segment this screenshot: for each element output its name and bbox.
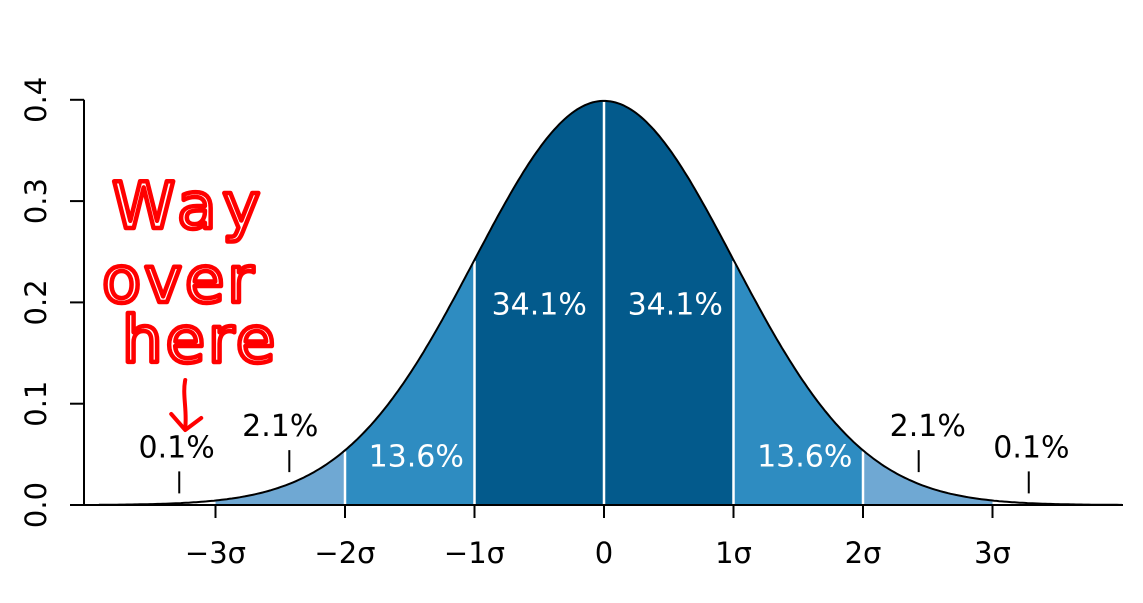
band-percent-label: 13.6% <box>757 440 852 475</box>
band-labels: 34.1% 34.1% 13.6% 13.6% 2.1% 2.1% 0.1% 0.1% <box>139 288 1069 494</box>
annotation-arrow-shaft <box>182 378 188 430</box>
annotation-line-3: here <box>122 304 278 378</box>
band-percent-label: 13.6% <box>369 440 464 475</box>
y-tick-label: 0.0 <box>19 482 53 528</box>
band-1 <box>215 450 345 505</box>
band-percent-label: 34.1% <box>492 288 587 323</box>
band-percent-label: 2.1% <box>242 409 318 444</box>
band-6 <box>863 450 993 505</box>
band-percent-label: 2.1% <box>890 409 966 444</box>
x-tick-label: −1σ <box>444 536 505 570</box>
x-tick-label: 2σ <box>845 536 882 570</box>
band-percent-label: 0.1% <box>139 430 215 465</box>
band-percent-label: 0.1% <box>993 430 1069 465</box>
x-tick-label: −3σ <box>185 536 246 570</box>
band-percent-label: 34.1% <box>628 288 723 323</box>
x-tick-label: −2σ <box>314 536 375 570</box>
band-dividers <box>343 101 865 505</box>
x-tick-label: 3σ <box>974 536 1011 570</box>
annotation-line-1: Way <box>112 170 266 244</box>
x-tick-label: 0 <box>595 536 613 570</box>
axes: −3σ −2σ −1σ 0 1σ 2σ 3σ 0.0 0.1 0.2 0.3 0.4 <box>19 77 1123 570</box>
y-tick-label: 0.1 <box>19 381 53 427</box>
y-tick-label: 0.4 <box>19 77 53 123</box>
y-tick-label: 0.3 <box>19 178 53 224</box>
y-tick-label: 0.2 <box>19 279 53 325</box>
x-tick-label: 1σ <box>715 536 752 570</box>
annotation-arrow-head <box>169 412 204 432</box>
density-curve <box>98 99 1122 506</box>
annotation-line-2: over <box>102 244 257 318</box>
